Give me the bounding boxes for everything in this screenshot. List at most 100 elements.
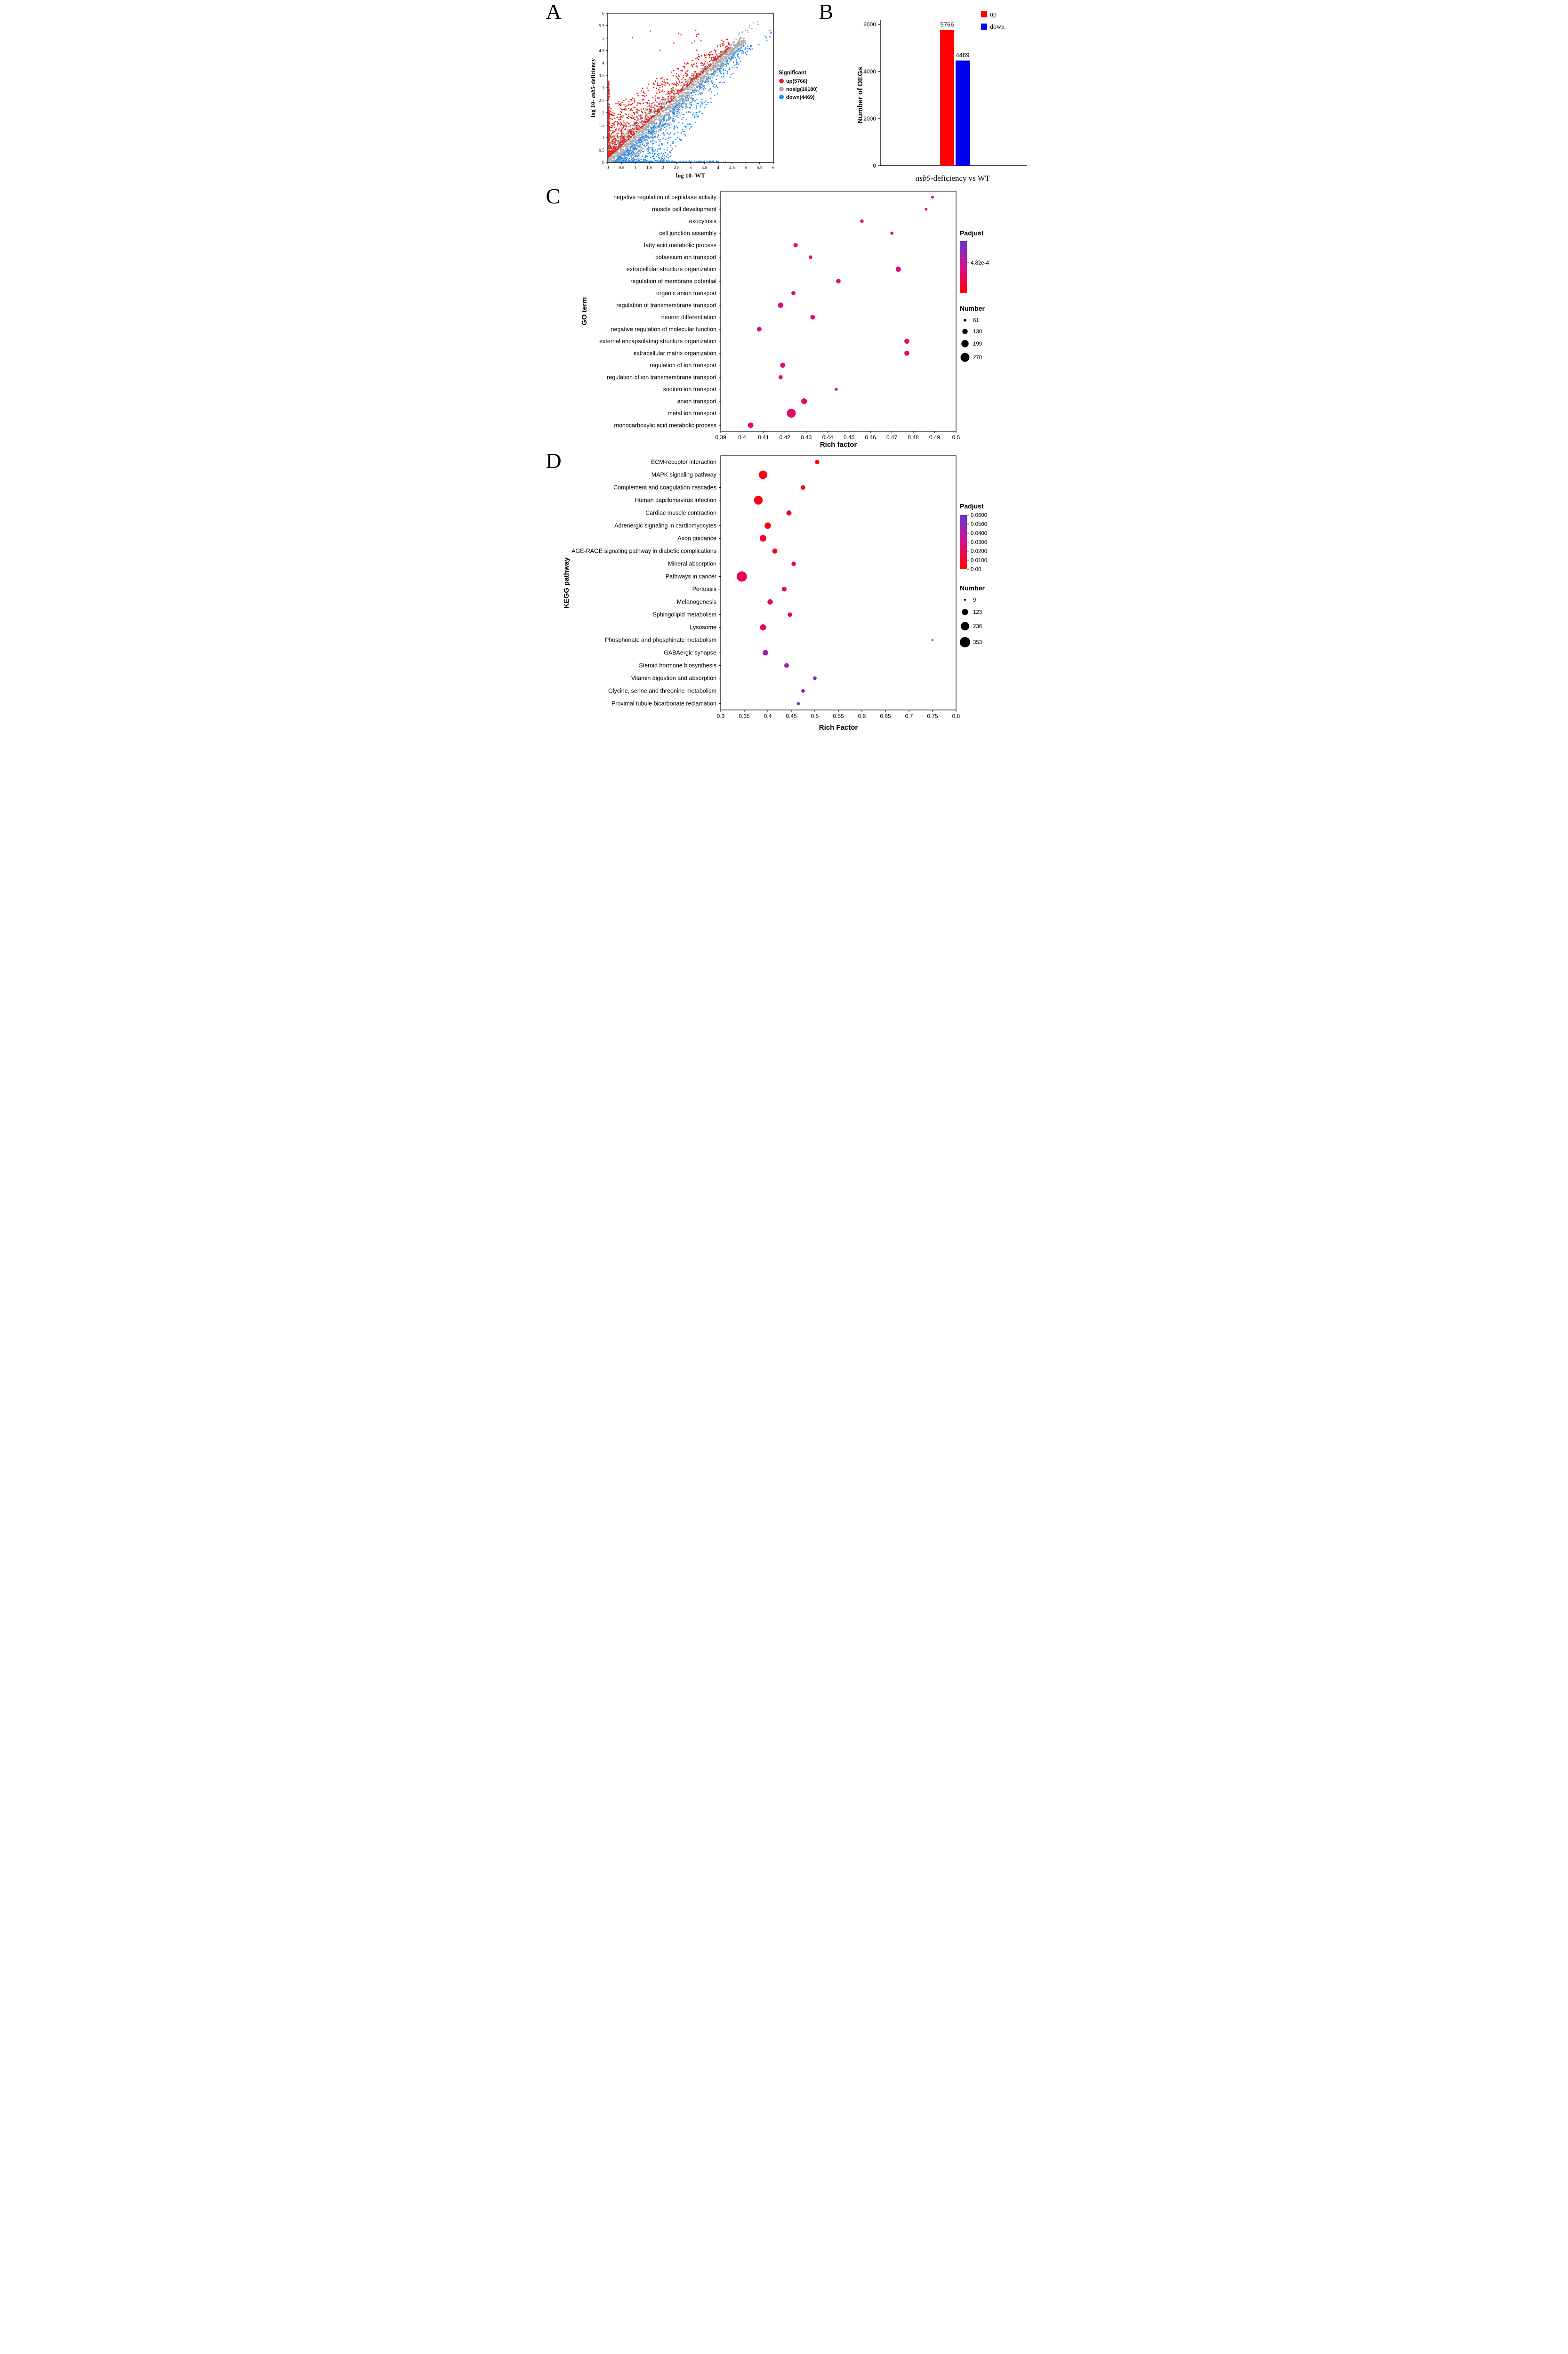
- svg-text:0: 0: [602, 161, 604, 166]
- svg-text:Complement and coagulation cas: Complement and coagulation cascades: [613, 484, 716, 491]
- svg-text:5: 5: [744, 166, 747, 170]
- svg-text:down(4469): down(4469): [786, 95, 815, 100]
- deg-barchart-svg: 0 2000 4000 6000 Number of DEGs 5766 4469 up dow…: [856, 11, 1027, 183]
- svg-text:0.5: 0.5: [619, 166, 624, 170]
- svg-text:external encapsulating structu: external encapsulating structure organiz…: [599, 338, 716, 345]
- panel-a-label: A: [546, 0, 562, 24]
- panel-b-barchart: B 0 2000 4000 6000 Number of DEGs 5766 4469 up d…: [817, 0, 1029, 185]
- svg-text:130: 130: [973, 329, 982, 335]
- panel-a-scatter: A 0 0 0.5 0.5 1 1 1.5 1.5 2 2 2.5 2.5 3 3 3.5 3.5 4 4 4.5 4…: [539, 0, 817, 185]
- svg-text:0.0200: 0.0200: [971, 549, 987, 555]
- svg-text:2: 2: [661, 166, 664, 170]
- svg-text:anion transport: anion transport: [677, 398, 716, 404]
- svg-text:down: down: [990, 24, 1005, 31]
- svg-text:0.0400: 0.0400: [971, 531, 987, 536]
- svg-text:3.5: 3.5: [701, 166, 707, 170]
- svg-text:Number: Number: [960, 584, 985, 592]
- svg-text:0.0300: 0.0300: [971, 540, 987, 546]
- svg-text:0.4: 0.4: [738, 434, 746, 441]
- svg-text:0.46: 0.46: [865, 434, 876, 441]
- svg-text:MAPK signaling pathway: MAPK signaling pathway: [651, 472, 716, 478]
- svg-text:0.7: 0.7: [905, 713, 913, 719]
- svg-text:199: 199: [973, 341, 982, 347]
- svg-text:0.0100: 0.0100: [971, 558, 987, 564]
- svg-text:1: 1: [602, 136, 604, 141]
- svg-text:Rich factor: Rich factor: [820, 441, 857, 449]
- svg-text:Phosphonate and phosphinate me: Phosphonate and phosphinate metabolism: [605, 637, 716, 644]
- svg-text:extracellular structure organi: extracellular structure organization: [626, 266, 716, 273]
- svg-text:0.35: 0.35: [739, 713, 750, 719]
- svg-text:0.47: 0.47: [886, 434, 897, 441]
- svg-text:Axon guidance: Axon guidance: [677, 535, 716, 542]
- svg-text:4.5: 4.5: [729, 166, 735, 170]
- svg-text:6: 6: [602, 12, 604, 16]
- svg-text:organic anion transport: organic anion transport: [656, 290, 716, 297]
- svg-text:negative regulation of molecul: negative regulation of molecular functio…: [611, 326, 716, 332]
- svg-text:2.5: 2.5: [599, 98, 604, 103]
- svg-text:regulation of membrane potenti: regulation of membrane potential: [630, 278, 716, 284]
- svg-text:0.5: 0.5: [811, 713, 819, 719]
- svg-text:0.3: 0.3: [716, 713, 724, 719]
- svg-text:Significant: Significant: [779, 70, 806, 76]
- svg-text:0.75: 0.75: [927, 713, 938, 719]
- svg-text:1.5: 1.5: [646, 166, 652, 170]
- svg-text:2: 2: [602, 111, 604, 116]
- svg-text:5766: 5766: [940, 21, 954, 28]
- svg-text:Number of DEGs: Number of DEGs: [856, 67, 864, 123]
- svg-text:Melanogenesis: Melanogenesis: [676, 599, 716, 605]
- svg-text:4.82e-4: 4.82e-4: [971, 260, 989, 266]
- svg-text:Mineral absorption: Mineral absorption: [668, 561, 716, 567]
- svg-text:6: 6: [772, 166, 774, 170]
- svg-text:regulation of ion transport: regulation of ion transport: [650, 362, 716, 369]
- svg-text:4: 4: [717, 166, 719, 170]
- svg-text:Padjust: Padjust: [960, 229, 984, 237]
- scatter-axes-svg: 00 0.5 0.5 1 1 1.5 1.5 2 2 2.5 2.5 3 3 3.5 3.5 4 4 4.5 4.5…: [589, 12, 817, 179]
- figure-panel-grid: A 0 0 0.5 0.5 1 1 1.5 1.5 2 2 2.5 2.5 3 3 3.5 3.5 4 4 4.5 4…: [539, 0, 1029, 753]
- svg-text:Pathways in cancer: Pathways in cancer: [665, 573, 716, 580]
- svg-text:0.43: 0.43: [801, 434, 812, 441]
- svg-text:0: 0: [873, 162, 876, 169]
- svg-text:GO term: GO term: [580, 297, 588, 325]
- svg-text:0.49: 0.49: [929, 434, 940, 441]
- svg-text:extracellular matrix organizat: extracellular matrix organization: [633, 350, 716, 356]
- svg-text:regulation of transmembrane tr: regulation of transmembrane transport: [616, 302, 716, 308]
- svg-text:5.5: 5.5: [599, 24, 604, 29]
- svg-text:Proximal tubule bicarbonate re: Proximal tubule bicarbonate reclamation: [611, 701, 716, 707]
- go-dotplot-svg: 0.39 0.4 0.41 0.42 0.43 0.44 0.45 0.46 0.47 0.48 0…: [580, 191, 989, 449]
- svg-text:0.00: 0.00: [971, 567, 981, 572]
- panel-d-label: D: [546, 449, 562, 473]
- svg-text:123: 123: [973, 610, 982, 615]
- svg-text:Rich Factor: Rich Factor: [819, 724, 858, 732]
- svg-text:4469: 4469: [956, 52, 969, 59]
- svg-text:2.5: 2.5: [674, 166, 679, 170]
- svg-text:1: 1: [634, 166, 636, 170]
- svg-text:Steroid hormone biosynthesis: Steroid hormone biosynthesis: [639, 662, 716, 669]
- svg-text:0.44: 0.44: [822, 434, 833, 441]
- svg-text:0.8: 0.8: [952, 713, 960, 719]
- svg-text:Lysosome: Lysosome: [690, 624, 716, 631]
- svg-text:3.5: 3.5: [599, 74, 604, 79]
- svg-text:neuron differentiation: neuron differentiation: [661, 314, 716, 321]
- svg-text:0.55: 0.55: [833, 713, 844, 719]
- svg-text:0.6: 0.6: [858, 713, 866, 719]
- svg-text:Adrenergic signaling in cardio: Adrenergic signaling in cardiomyocytes: [614, 523, 716, 529]
- svg-text:3: 3: [689, 166, 692, 170]
- svg-text:2000: 2000: [863, 115, 876, 122]
- svg-text:up(5766): up(5766): [786, 79, 808, 84]
- svg-text:0.41: 0.41: [758, 434, 769, 441]
- panel-b-label: B: [819, 0, 834, 24]
- scatter-points-canvas: [607, 13, 773, 162]
- svg-text:Human papillomavirus infection: Human papillomavirus infection: [635, 497, 716, 504]
- svg-text:236: 236: [973, 624, 982, 629]
- svg-text:AGE-RAGE signaling pathway in: AGE-RAGE signaling pathway in diabetic c…: [571, 548, 716, 555]
- svg-text:0.65: 0.65: [880, 713, 891, 719]
- svg-text:9: 9: [973, 597, 976, 603]
- svg-text:1.5: 1.5: [599, 123, 604, 128]
- svg-text:Glycine, serine and threonine: Glycine, serine and threonine metabolism: [608, 688, 716, 694]
- svg-text:ECM-receptor interaction: ECM-receptor interaction: [651, 459, 716, 466]
- svg-text:negative regulation of peptida: negative regulation of peptidase activit…: [613, 194, 717, 201]
- svg-text:0.45: 0.45: [786, 713, 797, 719]
- svg-text:270: 270: [973, 355, 982, 361]
- svg-text:GABAergic synapse: GABAergic synapse: [664, 650, 716, 656]
- svg-text:sodium ion transport: sodium ion transport: [663, 386, 716, 393]
